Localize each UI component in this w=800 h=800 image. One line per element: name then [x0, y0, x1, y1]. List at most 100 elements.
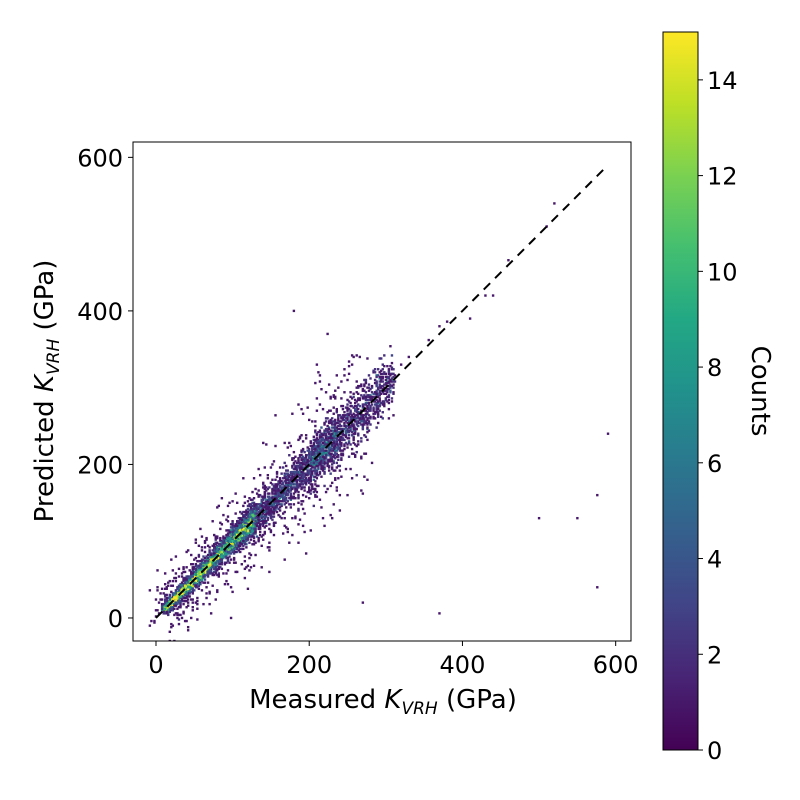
density-bin [280, 487, 283, 491]
density-bin [323, 458, 326, 462]
density-bin [390, 400, 394, 403]
density-bin [384, 381, 388, 385]
density-bin [372, 400, 375, 403]
density-bin [222, 549, 225, 552]
colorbar-label: Counts [745, 346, 775, 437]
density-bin [205, 563, 208, 566]
density-bin [288, 541, 291, 544]
density-bin [341, 414, 345, 417]
density-bin [349, 467, 352, 471]
density-bin [315, 460, 319, 463]
density-bin [314, 493, 317, 497]
density-bin [219, 559, 222, 563]
density-bin [291, 486, 294, 489]
density-bin [347, 426, 351, 429]
density-bin [242, 516, 245, 520]
density-bin [306, 449, 309, 452]
density-bin [257, 493, 260, 497]
density-bin [232, 558, 236, 561]
density-bin [367, 409, 371, 412]
density-bin [392, 375, 395, 379]
density-bin [231, 536, 234, 540]
density-bin [298, 463, 302, 466]
density-bin [334, 452, 337, 455]
density-bin [182, 593, 185, 597]
density-bin [378, 357, 381, 360]
density-bin [364, 435, 368, 438]
density-bin [194, 578, 198, 581]
density-bin [366, 386, 369, 389]
density-bin [232, 547, 236, 551]
density-bin [373, 403, 377, 406]
density-bin [324, 490, 328, 494]
density-bin [366, 401, 369, 405]
density-bin [265, 506, 268, 509]
density-bin [208, 546, 211, 549]
density-bin [220, 550, 224, 554]
density-bin [288, 489, 291, 492]
density-bin [220, 523, 224, 526]
density-bin [349, 426, 352, 429]
density-bin [200, 579, 204, 583]
density-bin [277, 481, 280, 485]
density-bin [331, 444, 334, 448]
density-bin [190, 598, 193, 601]
density-bin [177, 584, 181, 587]
density-bin [340, 437, 343, 440]
density-bin [262, 523, 265, 526]
density-bin [269, 504, 273, 508]
density-bin [298, 484, 302, 488]
density-bin [300, 467, 303, 471]
density-bin [285, 498, 288, 501]
density-bin [373, 378, 377, 382]
density-bin [360, 383, 363, 386]
density-bin [306, 466, 309, 469]
density-bin [220, 558, 224, 561]
density-bin [438, 612, 441, 615]
density-bin [255, 503, 259, 506]
density-bin [174, 579, 178, 583]
density-bin [380, 378, 383, 382]
density-bin [387, 394, 391, 397]
density-bin [318, 470, 322, 474]
density-bin [343, 418, 346, 422]
density-bin [248, 526, 251, 529]
density-bin [323, 443, 326, 446]
density-bin [248, 529, 251, 532]
density-bin [274, 444, 277, 448]
density-bin [255, 507, 259, 511]
density-bin [209, 559, 213, 563]
density-bin [179, 589, 182, 592]
density-bin [237, 546, 240, 549]
density-bin [353, 427, 357, 431]
density-bin [173, 596, 176, 600]
density-bin [372, 412, 375, 415]
density-bin [300, 472, 303, 475]
density-bin [389, 345, 392, 348]
density-bin [335, 427, 338, 431]
density-bin [323, 449, 326, 452]
density-bin [340, 454, 343, 457]
density-bin [289, 506, 293, 509]
density-bin [355, 423, 358, 426]
density-bin [248, 541, 251, 544]
density-bin [249, 535, 253, 538]
density-bin [331, 435, 334, 438]
density-bin [194, 573, 198, 577]
density-bin [208, 572, 211, 575]
density-bin [357, 424, 360, 428]
density-bin [294, 486, 297, 489]
density-bin [200, 575, 204, 578]
density-bin [370, 397, 374, 400]
density-bin [337, 421, 340, 425]
density-bin [190, 586, 193, 589]
density-bin [320, 464, 323, 468]
density-bin [226, 549, 230, 552]
density-bin [240, 532, 243, 535]
density-bin [312, 487, 316, 491]
density-bin [297, 470, 300, 474]
density-bin [326, 429, 329, 432]
density-bin [185, 606, 188, 609]
density-bin [229, 536, 233, 540]
